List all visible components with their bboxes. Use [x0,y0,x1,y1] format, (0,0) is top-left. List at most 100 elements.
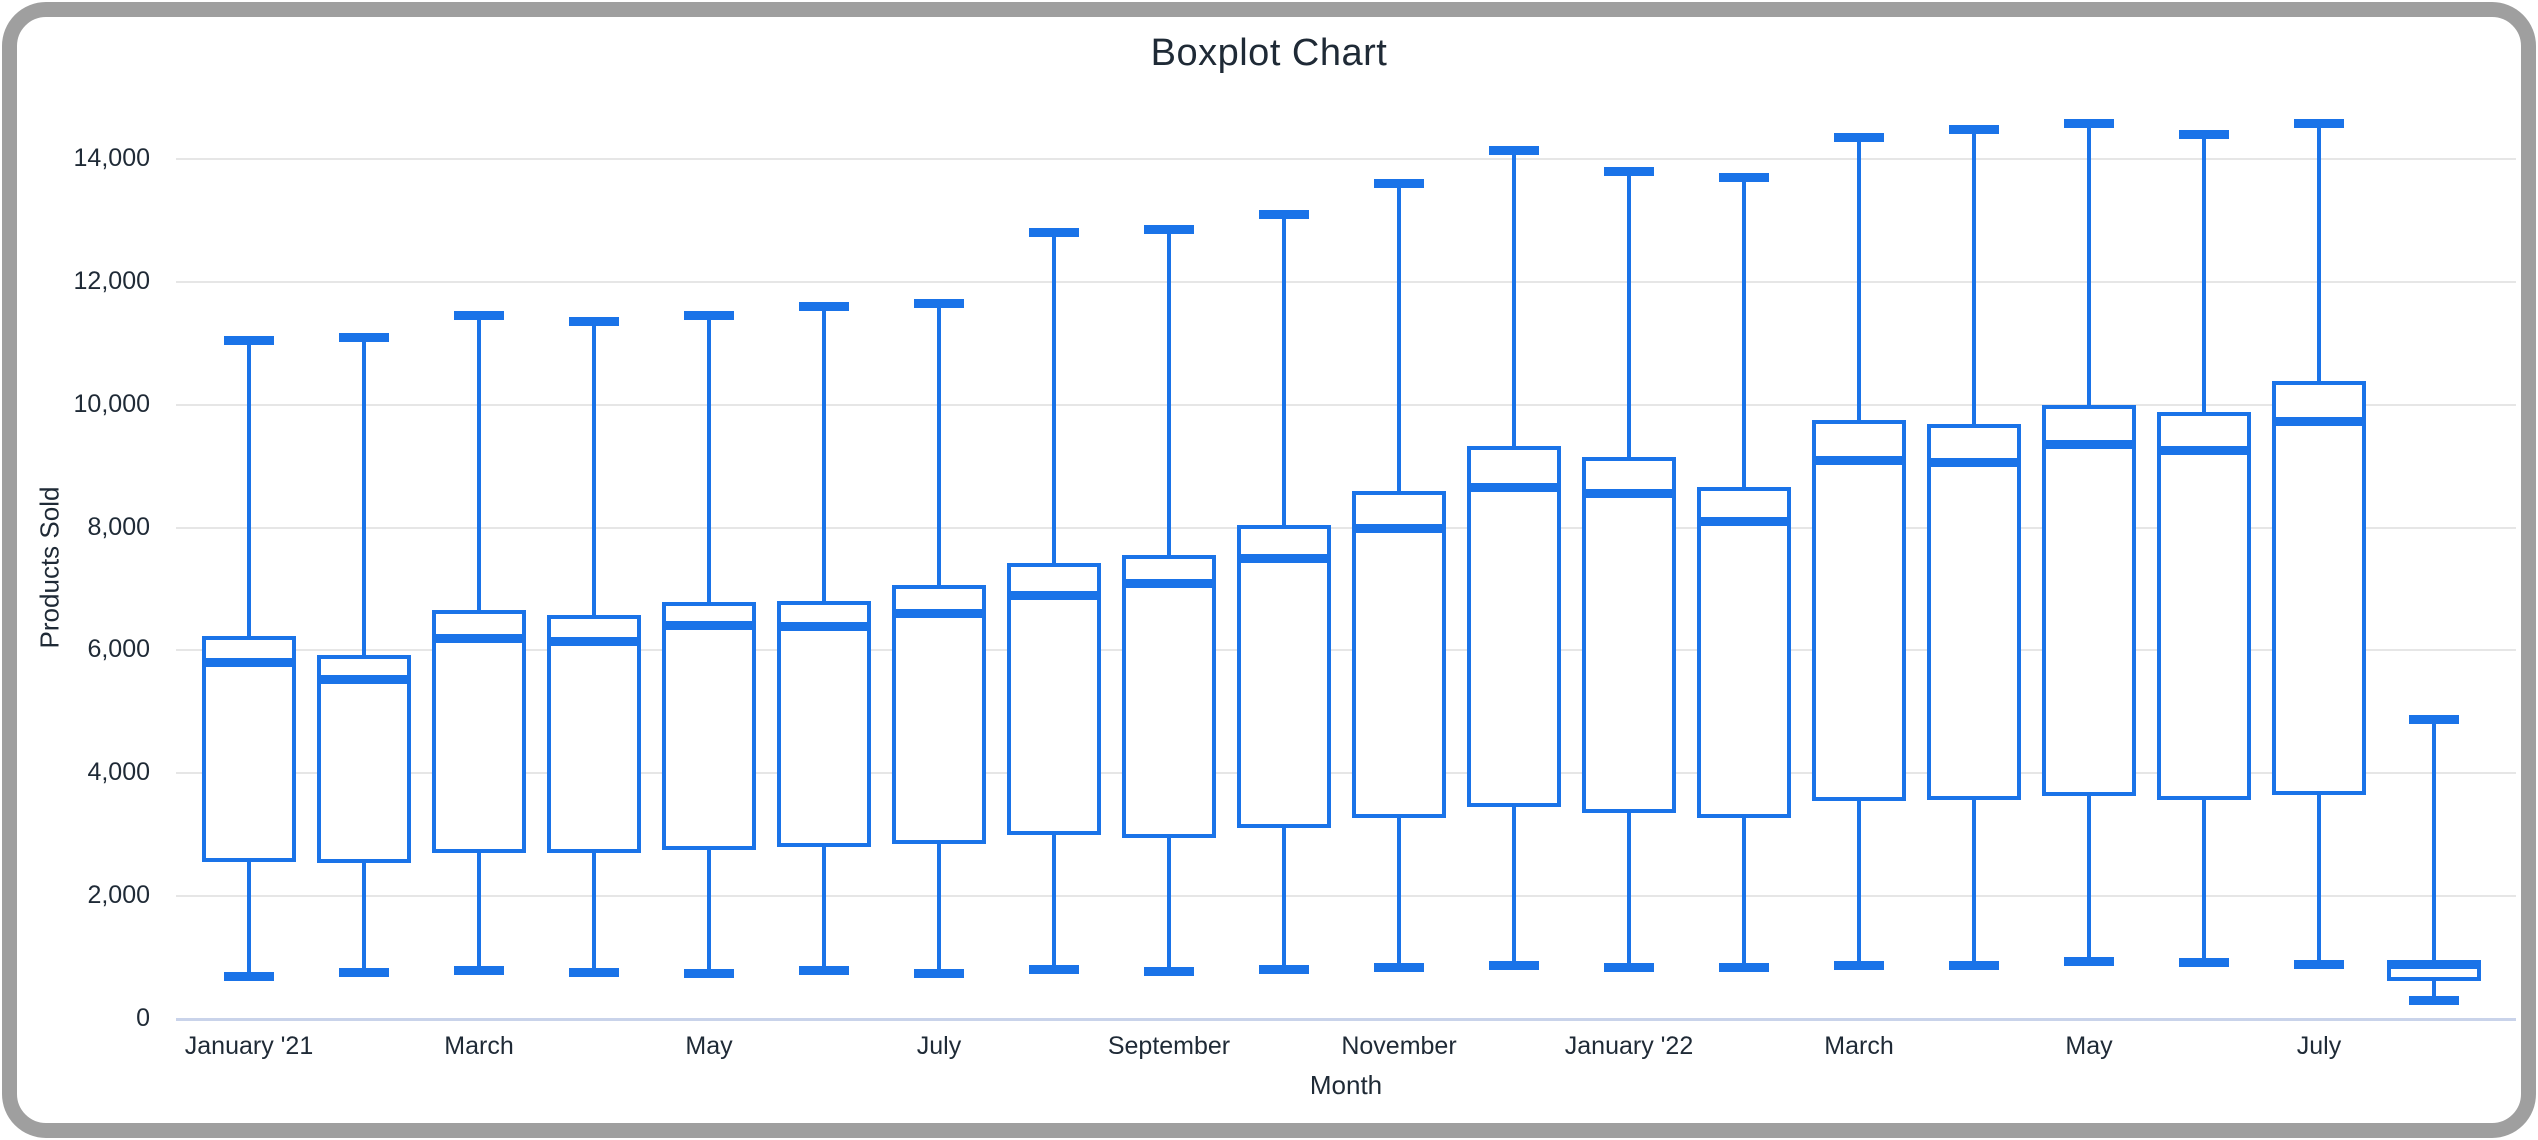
boxplot-box[interactable] [662,602,756,850]
boxplot-max-cap[interactable] [1374,179,1424,189]
boxplot-median[interactable] [892,609,986,619]
boxplot-box[interactable] [2272,380,2366,796]
boxplot-median[interactable] [2387,960,2481,970]
boxplot-min-cap[interactable] [1719,962,1769,972]
boxplot-median[interactable] [547,636,641,646]
boxplot-max-cap[interactable] [1949,125,1999,135]
boxplot-max-cap[interactable] [2179,130,2229,140]
x-axis-baseline [176,1017,2516,1021]
boxplot-min-cap[interactable] [224,972,274,982]
boxplot-box[interactable] [1697,487,1791,818]
boxplot-min-cap[interactable] [1029,965,1079,975]
boxplot-min-cap[interactable] [684,968,734,978]
boxplot-min-cap[interactable] [339,968,389,978]
boxplot-min-cap[interactable] [1489,961,1539,971]
boxplot-max-cap[interactable] [454,311,504,321]
boxplot-max-cap[interactable] [569,317,619,327]
boxplot-min-cap[interactable] [1604,963,1654,973]
boxplot-box[interactable] [1927,423,2021,800]
boxplot-max-cap[interactable] [2409,715,2459,725]
boxplot-median[interactable] [1352,524,1446,534]
boxplot-max-cap[interactable] [1604,167,1654,177]
boxplot-max-cap[interactable] [1144,225,1194,235]
boxplot-max-cap[interactable] [2294,119,2344,129]
boxplot-box[interactable] [432,610,526,853]
boxplot-box[interactable] [1812,419,1906,802]
boxplot-min-cap[interactable] [1949,961,1999,971]
boxplot-box[interactable] [547,614,641,853]
x-tick-label: November [1341,1032,1457,1060]
boxplot-box[interactable] [2157,412,2251,801]
boxplot-max-cap[interactable] [1834,133,1884,143]
boxplot-box[interactable] [2042,404,2136,797]
x-tick-label: March [1824,1032,1894,1060]
boxplot-median[interactable] [1122,578,1216,588]
boxplot-min-cap[interactable] [569,967,619,977]
boxplot-median[interactable] [777,621,871,631]
boxplot-min-cap[interactable] [1259,965,1309,975]
boxplot-min-cap[interactable] [1144,966,1194,976]
gridline [176,403,2516,406]
boxplot-median[interactable] [1697,516,1791,526]
y-axis-title: Products Sold [34,486,65,649]
boxplot-max-cap[interactable] [1259,209,1309,219]
gridline [176,526,2516,529]
boxplot-min-cap[interactable] [2179,958,2229,968]
boxplot-box[interactable] [1352,490,1446,818]
boxplot-median[interactable] [1812,455,1906,465]
boxplot-box[interactable] [1122,555,1216,838]
boxplot-box[interactable] [1582,456,1676,814]
boxplot-max-cap[interactable] [914,299,964,308]
boxplot-box[interactable] [1007,563,1101,835]
boxplot-median[interactable] [2272,416,2366,426]
boxplot-min-cap[interactable] [454,966,504,976]
boxplot-max-cap[interactable] [1719,173,1769,183]
boxplot-box[interactable] [1237,525,1331,829]
boxplot-median[interactable] [1927,458,2021,467]
boxplot-box[interactable] [892,584,986,844]
gridline [176,281,2516,284]
boxplot-median[interactable] [202,658,296,668]
x-tick-label: July [2296,1032,2342,1060]
boxplot-max-cap[interactable] [224,335,274,345]
gridline [176,649,2516,652]
boxplot-max-cap[interactable] [799,302,849,312]
boxplot-box[interactable] [317,655,411,864]
y-tick-label: 6,000 [87,635,150,664]
boxplot-max-cap[interactable] [339,332,389,342]
boxplot-box[interactable] [777,600,871,847]
boxplot-whisker[interactable] [362,337,366,973]
boxplot-min-cap[interactable] [2294,959,2344,969]
boxplot-box[interactable] [202,636,296,863]
y-tick-label: 10,000 [73,389,150,418]
x-tick-label: January '22 [1564,1032,1694,1060]
y-tick-label: 14,000 [73,144,150,173]
boxplot-median[interactable] [317,675,411,685]
boxplot-max-cap[interactable] [2064,119,2114,129]
boxplot-median[interactable] [2157,445,2251,455]
x-tick-label: September [1107,1032,1231,1060]
boxplot-max-cap[interactable] [1489,145,1539,155]
boxplot-box[interactable] [1467,445,1561,807]
boxplot-median[interactable] [1467,482,1561,492]
boxplot-median[interactable] [2042,439,2136,449]
boxplot-min-cap[interactable] [914,968,964,978]
x-tick-label: March [444,1032,514,1060]
boxplot-median[interactable] [1237,553,1331,563]
x-tick-label: May [2065,1032,2113,1060]
boxplot-min-cap[interactable] [2064,957,2114,967]
boxplot-min-cap[interactable] [2409,995,2459,1005]
boxplot-min-cap[interactable] [799,966,849,976]
boxplot-max-cap[interactable] [684,311,734,321]
gridline [176,772,2516,775]
boxplot-min-cap[interactable] [1834,961,1884,971]
y-tick-label: 8,000 [87,512,150,541]
boxplot-median[interactable] [432,633,526,643]
x-tick-label: July [916,1032,962,1060]
boxplot-median[interactable] [662,621,756,631]
boxplot-whisker[interactable] [2432,719,2436,1001]
boxplot-median[interactable] [1007,591,1101,601]
boxplot-median[interactable] [1582,489,1676,499]
boxplot-min-cap[interactable] [1374,963,1424,973]
boxplot-max-cap[interactable] [1029,228,1079,238]
